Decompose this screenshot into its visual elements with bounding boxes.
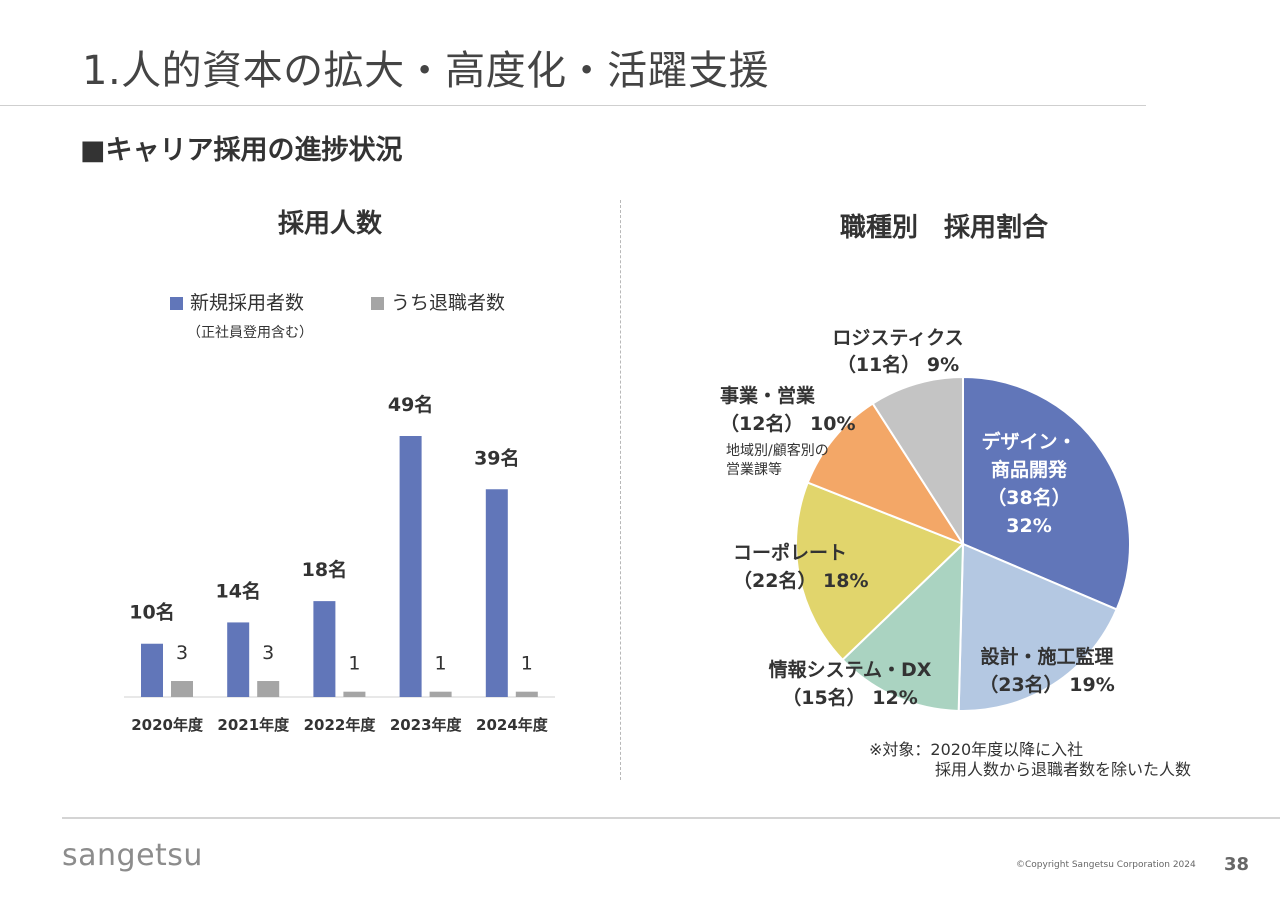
pie-slice-1 — [962, 375, 1131, 611]
x-tick-label-5: 2024年度 — [476, 716, 549, 734]
pie-chart-title: 職種別 採用割合 — [840, 213, 1049, 243]
pie-sublabel-5-line-2: 営業課等 — [726, 461, 782, 478]
bar-leavers-4 — [429, 691, 452, 697]
pie-label-2-line-1: 設計・施工監理 — [980, 645, 1113, 668]
legend-swatch-hires — [170, 297, 183, 310]
data-label-hires-4: 49名 — [388, 393, 433, 416]
pie-chart: デザイン・商品開発 （38名） 32% 設計・施工監理 （23名） 19% 情報システム・… — [720, 327, 1131, 712]
pie-slice-4 — [795, 481, 965, 662]
bar-chart-title: 採用人数 — [278, 209, 383, 239]
x-tick-label-4: 2023年度 — [390, 716, 463, 734]
data-label-leavers-4: 1 — [435, 653, 447, 675]
page-number: 38 — [1224, 854, 1250, 875]
pie-label-6-line-2: （11名） 9% — [837, 353, 959, 376]
pie-slice-3 — [841, 541, 965, 712]
legend-label-hires: 新規採用者数 — [190, 292, 304, 314]
copyright: ©Copyright Sangetsu Corporation 2024 — [1016, 860, 1196, 870]
bar-leavers-3 — [343, 691, 366, 697]
section-heading: ■キャリア採用の進捗状況 — [80, 135, 403, 166]
data-label-leavers-5: 1 — [521, 653, 533, 675]
footer-divider — [62, 817, 1280, 819]
bar-hires-5 — [485, 489, 508, 697]
data-label-leavers-2: 3 — [262, 642, 274, 664]
pie-label-1-line-3: （38名） — [987, 486, 1070, 509]
pie-sublabel-5-line-1: 地域別/顧客別の — [726, 442, 829, 459]
data-label-leavers-1: 3 — [176, 642, 188, 664]
pie-label-6-line-1: ロジスティクス — [832, 327, 963, 349]
data-label-hires-2: 14名 — [215, 579, 260, 602]
chart-divider — [620, 200, 621, 780]
footnote-line-2: 採用人数から退職者数を除いた人数 — [935, 760, 1192, 779]
data-label-hires-3: 18名 — [302, 558, 347, 581]
page-title: 1.人的資本の拡大・高度化・活躍支援 — [82, 48, 770, 94]
title-divider — [0, 105, 1146, 106]
bar-leavers-1 — [171, 681, 193, 697]
pie-label-5-line-2: （12名） 10% — [720, 412, 856, 435]
pie-label-3-line-1: 情報システム・DX — [769, 658, 932, 681]
bar-leavers-2 — [257, 681, 280, 697]
pie-label-1-line-4: 32% — [1006, 515, 1051, 537]
pie-label-1-line-1: デザイン・ — [981, 430, 1076, 453]
bar-hires-4 — [399, 436, 422, 697]
pie-slice-5 — [806, 402, 966, 547]
x-tick-label-1: 2020年度 — [131, 716, 204, 734]
pie-label-5-line-1: 事業・営業 — [720, 384, 816, 407]
bar-hires-1 — [141, 643, 163, 697]
pie-label-3-line-2: （15名） 12% — [782, 686, 918, 709]
pie-label-4-line-1: コーポレート — [733, 541, 847, 564]
data-label-hires-1: 10名 — [129, 601, 174, 624]
pie-label-2-line-2: （23名） 19% — [979, 673, 1115, 696]
pie-slice-6 — [871, 375, 964, 548]
legend-swatch-leavers — [371, 297, 384, 310]
data-label-hires-5: 39名 — [474, 446, 519, 469]
bar-hires-2 — [227, 622, 250, 697]
pie-slice-2 — [957, 542, 1118, 712]
x-tick-label-2: 2021年度 — [217, 716, 290, 734]
bar-hires-3 — [313, 601, 336, 697]
sangetsu-logo: sangetsu — [62, 838, 203, 873]
legend-note-hires: （正社員登用含む） — [187, 325, 313, 341]
footnote-line-1: ※対象：2020年度以降に入社 — [869, 740, 1084, 759]
pie-label-1-line-2: 商品開発 — [991, 458, 1068, 481]
pie-label-4-line-2: （22名） 18% — [733, 569, 869, 592]
bar-leavers-5 — [515, 691, 538, 697]
footnote: ※対象：2020年度以降に入社 採用人数から退職者数を除いた人数 — [869, 740, 1191, 780]
data-label-leavers-3: 1 — [348, 653, 360, 675]
legend-label-leavers: うち退職者数 — [391, 292, 505, 314]
x-tick-label-3: 2022年度 — [304, 716, 377, 734]
bar-chart: 新規採用者数（正社員登用含む）うち退職者数10名32020年度14名32021年… — [124, 292, 555, 734]
